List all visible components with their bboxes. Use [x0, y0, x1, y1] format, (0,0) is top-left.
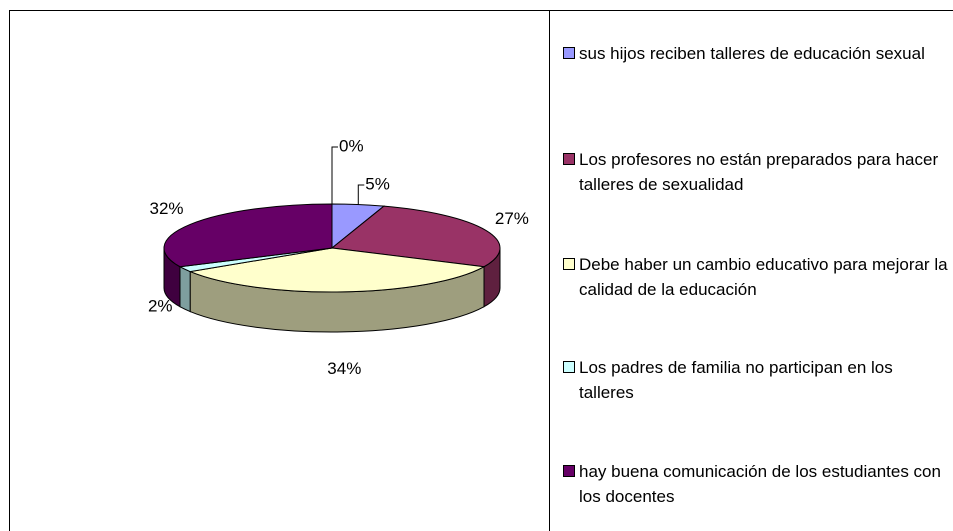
- leader-line: [357, 184, 365, 205]
- slice: [330, 205, 501, 268]
- data-label: 32%: [149, 199, 183, 218]
- legend-label: Los profesores no están preparados para …: [579, 150, 939, 194]
- data-label: 5%: [365, 174, 390, 193]
- slice: [163, 203, 333, 268]
- data-label: 27%: [495, 209, 529, 228]
- legend-swatch: [563, 153, 575, 165]
- slice-side: [179, 265, 191, 313]
- data-label: 0%: [339, 136, 364, 155]
- legend-swatch: [563, 47, 575, 59]
- legend-label: Los padres de familia no participan en l…: [579, 358, 893, 402]
- legend-swatch: [563, 361, 575, 373]
- chart-border: [9, 10, 953, 531]
- legend-label: hay buena comunicación de los estudiante…: [579, 462, 941, 506]
- legend-swatch: [563, 258, 575, 270]
- legend: sus hijos reciben talleres de educación …: [550, 11, 953, 531]
- legend-label: Debe haber un cambio educativo para mejo…: [579, 255, 948, 299]
- slice: [188, 247, 486, 293]
- legend-swatch: [563, 465, 575, 477]
- data-label: 34%: [327, 359, 361, 378]
- leader-line: [331, 146, 338, 204]
- data-label: 2%: [148, 296, 173, 315]
- legend-label: sus hijos reciben talleres de educación …: [579, 44, 925, 63]
